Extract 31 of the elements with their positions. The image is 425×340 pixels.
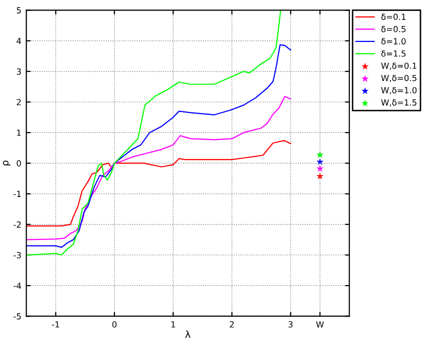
y-tick-label: 0 [16,160,21,166]
x-axis-title: λ [185,330,190,338]
y-tick-label: -4 [14,282,22,289]
y-tick-label: 2 [16,98,21,106]
y-tick-label: 4 [16,38,22,44]
legend-label: δ=0.5 [381,26,406,32]
legend-label: W,δ=0.1 [381,62,416,70]
y-tick-label: -2 [14,221,21,228]
line-series [26,44,292,248]
legend-label: δ=1.5 [381,50,406,57]
x-tick-label: 2 [230,321,234,328]
y-tick-label: -1 [14,190,21,197]
y-tick-label: -3 [14,252,21,258]
line-series [26,10,282,256]
y-tick-label: -5 [14,313,21,320]
legend-label: W,δ=1.0 [381,87,417,94]
legend-label: W,δ=1.5 [381,99,416,106]
x-tick-label: 1 [171,321,176,328]
y-tick-label: 3 [16,68,21,75]
legend-label: δ=1.0 [381,38,406,44]
legend-label: δ=0.1 [381,14,406,20]
x-tick-label: -1 [52,321,60,328]
x-tick-label: 3 [288,321,293,328]
y-axis-title: ρ [2,160,10,166]
line-series [26,96,292,240]
line-series [26,140,292,226]
x-tick-label: 0 [112,321,117,328]
y-tick-label: 5 [16,7,21,14]
y-tick-label: 1 [17,130,21,136]
x-tick-label: W [316,321,324,328]
legend-label: W,δ=0.5 [381,74,416,82]
